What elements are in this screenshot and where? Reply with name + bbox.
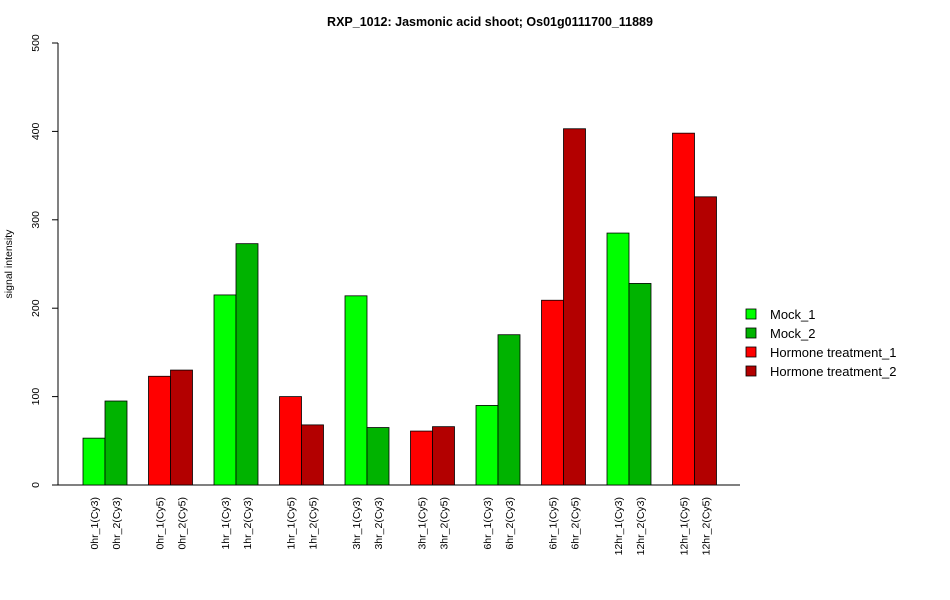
x-tick-label: 0hr_1(Cy5) — [155, 497, 167, 550]
bar — [104, 400, 128, 486]
x-tick-label: 0hr_2(Cy3) — [111, 497, 123, 550]
y-tick-label: 200 — [30, 299, 42, 317]
x-tick-label: 6hr_1(Cy5) — [548, 497, 560, 550]
x-tick-label: 0hr_2(Cy5) — [177, 497, 189, 550]
chart-title: RXP_1012: Jasmonic acid shoot; Os01g0111… — [327, 15, 653, 29]
x-tick-label: 12hr_1(Cy5) — [679, 497, 691, 555]
legend-swatch — [745, 365, 757, 377]
x-tick-label: 6hr_2(Cy5) — [570, 497, 582, 550]
bar — [475, 405, 499, 486]
x-tick-label: 1hr_2(Cy3) — [242, 497, 254, 550]
bar-group — [82, 128, 717, 486]
x-tick-label: 1hr_1(Cy3) — [220, 497, 232, 550]
x-tick-label: 12hr_2(Cy5) — [701, 497, 713, 555]
legend-swatch — [745, 308, 757, 320]
x-tick-labels: 0hr_1(Cy3) 0hr_2(Cy3) 0hr_1(Cy5) 0hr_2(Cy5)… — [89, 497, 713, 555]
legend-label: Hormone treatment_2 — [770, 364, 896, 379]
x-tick-label: 12hr_1(Cy3) — [613, 497, 625, 555]
y-tick-label: 100 — [30, 388, 42, 406]
bar — [672, 132, 695, 486]
bar — [344, 295, 368, 486]
x-tick-label: 1hr_1(Cy5) — [286, 497, 298, 550]
x-tick-label: 12hr_2(Cy3) — [635, 497, 647, 555]
y-axis-label: signal intensity — [3, 229, 15, 299]
bar — [148, 375, 171, 486]
x-tick-label: 1hr_2(Cy5) — [308, 497, 320, 550]
bar — [235, 243, 259, 486]
legend-label: Mock_2 — [770, 326, 816, 341]
bar — [279, 396, 302, 486]
bar — [694, 196, 717, 486]
legend: Mock_1 Mock_2 Hormone treatment_1 Hormone t… — [745, 307, 896, 379]
bar — [432, 426, 455, 486]
x-tick-label: 0hr_1(Cy3) — [89, 497, 101, 550]
bar — [366, 427, 390, 486]
bar — [628, 283, 652, 486]
bar — [497, 334, 521, 486]
bar — [213, 294, 237, 486]
bar — [541, 299, 564, 486]
y-tick-label: 0 — [30, 482, 42, 488]
bar — [563, 128, 586, 486]
bar — [82, 437, 106, 486]
y-axis: 0 100 200 300 400 500 — [30, 34, 59, 488]
x-tick-label: 3hr_2(Cy3) — [373, 497, 385, 550]
bar — [606, 232, 630, 486]
y-tick-label: 400 — [30, 122, 42, 140]
x-tick-label: 3hr_1(Cy3) — [351, 497, 363, 550]
legend-swatch — [745, 327, 757, 339]
x-tick-label: 3hr_1(Cy5) — [417, 497, 429, 550]
x-tick-label: 6hr_1(Cy3) — [482, 497, 494, 550]
legend-swatch — [745, 346, 757, 358]
x-tick-label: 3hr_2(Cy5) — [439, 497, 451, 550]
y-tick-label: 300 — [30, 211, 42, 229]
x-tick-label: 6hr_2(Cy3) — [504, 497, 516, 550]
bar — [301, 424, 324, 486]
bar — [410, 430, 433, 486]
bar — [170, 369, 193, 486]
legend-label: Hormone treatment_1 — [770, 345, 896, 360]
legend-label: Mock_1 — [770, 307, 816, 322]
y-tick-label: 500 — [30, 34, 42, 52]
